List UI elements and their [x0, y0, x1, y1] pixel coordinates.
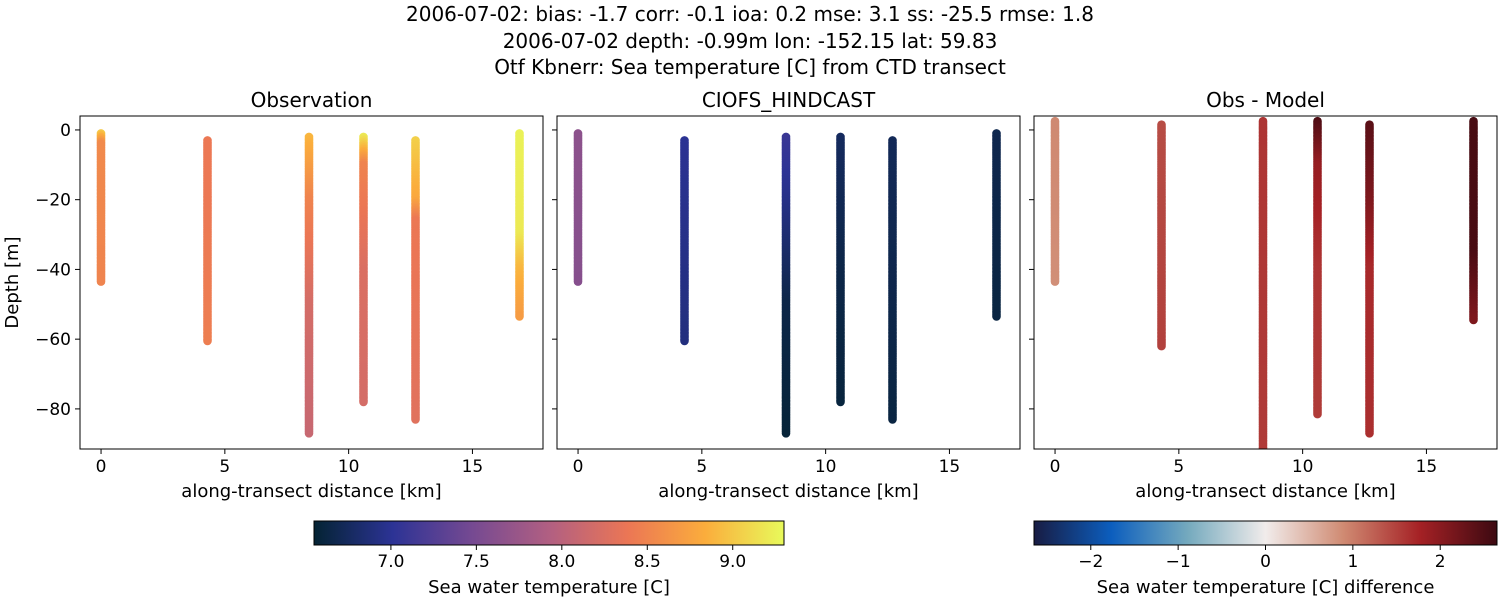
- data-point: [1050, 277, 1060, 286]
- colorbar-tick-label: 2: [1435, 552, 1446, 572]
- y-tick-label: −20: [35, 191, 71, 211]
- panel-frame: [1033, 115, 1498, 450]
- panel-title: Observation: [251, 88, 373, 112]
- data-point: [96, 277, 106, 286]
- data-point: [1365, 429, 1374, 438]
- data-point: [203, 336, 212, 346]
- panel-markers: [96, 129, 524, 438]
- data-point: [1313, 409, 1322, 419]
- colorbar-tick-label: −2: [1078, 552, 1103, 572]
- data-point: [411, 415, 420, 424]
- data-point: [888, 415, 897, 424]
- data-point: [304, 429, 314, 438]
- data-point: [359, 397, 368, 407]
- colorbar: [1033, 520, 1498, 546]
- panel-markers: [1050, 116, 1478, 449]
- colorbar-tick-label: 8.5: [634, 552, 661, 572]
- x-tick-label: 15: [1416, 457, 1438, 477]
- colorbar-tick-label: 9.0: [719, 552, 746, 572]
- x-axis-label: along-transect distance [km]: [658, 481, 918, 502]
- colorbar-tick-label: 1: [1347, 552, 1358, 572]
- panel-frame: [556, 115, 1021, 450]
- panel-title: Obs - Model: [1206, 88, 1325, 112]
- colorbar-label: Sea water temperature [C]: [428, 577, 670, 598]
- y-tick-label: −60: [35, 330, 71, 350]
- data-point: [781, 429, 791, 438]
- colorbar-tick-label: 8.0: [548, 552, 575, 572]
- panel-markers: [573, 129, 1001, 438]
- colorbar-tick-label: 7.5: [463, 552, 490, 572]
- figure-title-line-2: 2006-07-02 depth: -0.99m lon: -152.15 la…: [502, 29, 998, 53]
- panel-frame: [79, 115, 544, 450]
- data-point: [992, 312, 1001, 321]
- x-axis-label: along-transect distance [km]: [181, 481, 441, 502]
- data-point: [1469, 315, 1478, 325]
- figure-title-line-1: 2006-07-02: bias: -1.7 corr: -0.1 ioa: 0…: [406, 2, 1094, 26]
- x-axis-label: along-transect distance [km]: [1135, 481, 1395, 502]
- panel-title: CIOFS_HINDCAST: [702, 88, 876, 112]
- x-tick-label: 5: [1173, 457, 1184, 477]
- x-tick-label: 15: [939, 457, 961, 477]
- y-axis-label: Depth [m]: [2, 236, 23, 328]
- data-point: [515, 312, 524, 321]
- x-tick-label: 0: [1050, 457, 1061, 477]
- x-tick-label: 0: [573, 457, 584, 477]
- colorbar: [313, 520, 785, 546]
- data-point: [680, 336, 689, 346]
- data-point: [836, 397, 845, 407]
- y-tick-label: −40: [35, 260, 71, 280]
- figure-title-line-3: Otf Kbnerr: Sea temperature [C] from CTD…: [494, 55, 1006, 79]
- data-point: [1157, 341, 1166, 351]
- x-tick-label: 5: [219, 457, 230, 477]
- x-tick-label: 10: [338, 457, 360, 477]
- colorbar-label: Sea water temperature [C] difference: [1097, 577, 1435, 598]
- y-tick-label: 0: [60, 121, 71, 141]
- colorbar-tick-label: 0: [1260, 552, 1271, 572]
- y-tick-label: −80: [35, 400, 71, 420]
- colorbar-tick-label: 7.0: [377, 552, 404, 572]
- x-tick-label: 10: [1292, 457, 1314, 477]
- colorbar-tick-label: −1: [1166, 552, 1191, 572]
- x-tick-label: 10: [815, 457, 837, 477]
- x-tick-label: 15: [462, 457, 484, 477]
- x-tick-label: 5: [696, 457, 707, 477]
- x-tick-label: 0: [96, 457, 107, 477]
- data-point: [573, 277, 583, 286]
- data-point: [1258, 444, 1268, 449]
